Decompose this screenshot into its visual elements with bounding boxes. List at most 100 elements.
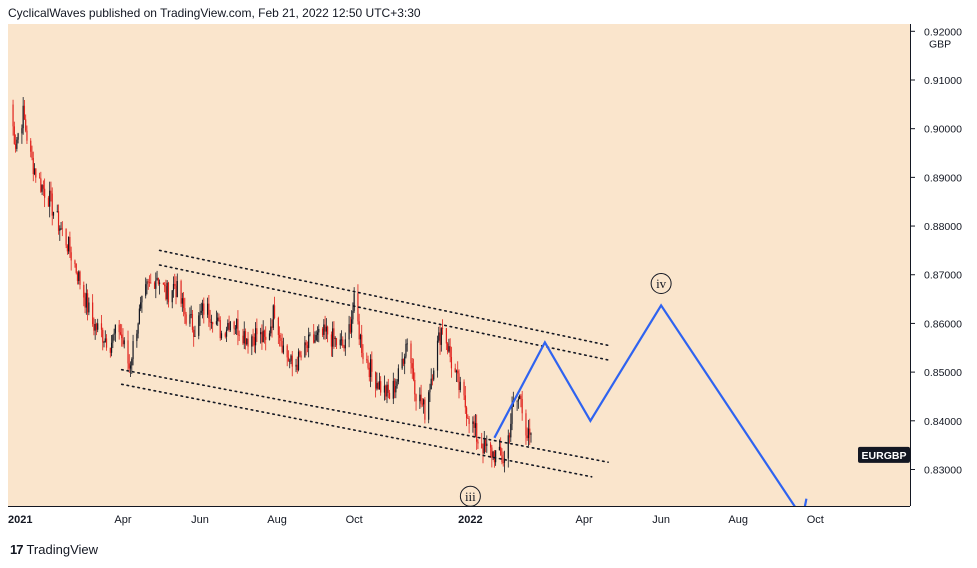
candle-body <box>246 338 248 345</box>
candle-body <box>503 458 506 463</box>
candle-body <box>368 367 370 378</box>
time-axis[interactable]: 2021 Apr Jun Aug Oct 2022 Apr Jun Aug Oct <box>8 506 910 531</box>
candle-body <box>158 282 161 284</box>
candle-body <box>511 406 513 424</box>
candle-body <box>44 188 46 198</box>
candle-body <box>430 378 432 390</box>
candle-body <box>500 446 502 456</box>
candle-body <box>21 128 23 134</box>
candle-body <box>157 277 159 284</box>
candle-body <box>49 190 51 207</box>
candle-body <box>362 352 364 360</box>
candle-body <box>198 315 200 336</box>
candle-body <box>463 381 465 396</box>
candle-body <box>447 343 449 352</box>
chart-plot-area[interactable]: iii iv EURGBP <box>8 24 910 506</box>
candle-body <box>273 305 276 318</box>
candle-body <box>306 345 309 348</box>
candle-body <box>242 335 244 344</box>
candle-body <box>339 339 341 346</box>
candle-body <box>530 433 532 435</box>
candle-body <box>386 384 388 397</box>
candle-body <box>474 423 477 428</box>
candle-body <box>13 126 15 144</box>
candle-body <box>271 326 273 328</box>
candle-body <box>185 314 187 324</box>
candle-body <box>314 340 316 343</box>
candle-body <box>527 428 530 439</box>
candle-body <box>359 334 362 340</box>
candle-body <box>102 329 104 343</box>
candle-body <box>234 328 236 330</box>
candle-body <box>395 385 397 393</box>
candle-body <box>229 321 231 331</box>
price-tick-label: 0.89000 <box>924 172 962 184</box>
candle-body <box>421 403 423 405</box>
candle-body <box>88 302 90 313</box>
candle-body <box>56 211 58 212</box>
candle-body <box>465 407 468 419</box>
candle-body <box>84 297 86 308</box>
time-axis-svg[interactable]: 2021 Apr Jun Aug Oct 2022 Apr Jun Aug Oct <box>8 507 910 531</box>
candle-body <box>85 293 87 308</box>
candle-body <box>282 345 285 353</box>
candle-body <box>220 333 223 339</box>
candle-body <box>385 385 387 397</box>
candle-body <box>476 423 478 442</box>
price-tick-label: 0.83000 <box>924 464 962 476</box>
candle-body <box>252 336 254 338</box>
candle-body <box>330 334 333 347</box>
candle-body <box>141 295 143 303</box>
candle-body <box>119 332 122 335</box>
candle-body <box>467 418 469 419</box>
candle-body <box>215 321 218 325</box>
candle-body <box>332 328 334 347</box>
candle-body <box>459 381 461 390</box>
candle-body <box>378 381 381 390</box>
candle-body <box>30 140 32 152</box>
candle-body <box>25 119 27 131</box>
candle-body <box>323 324 325 335</box>
symbol-badge <box>858 446 910 463</box>
candle-body <box>212 322 214 325</box>
time-tick-label: 2022 <box>458 514 482 526</box>
candle-body <box>279 334 281 338</box>
candle-body <box>277 317 279 335</box>
candle-body <box>171 290 173 303</box>
candle-body <box>75 263 77 273</box>
tradingview-logo-icon: 17 <box>10 542 24 557</box>
candle-body <box>280 337 282 341</box>
candle-body <box>172 283 175 291</box>
time-tick-label: Apr <box>576 514 593 526</box>
candle-body <box>431 378 434 380</box>
candle-body <box>492 451 494 458</box>
price-axis-svg[interactable]: 0.83000 0.84000 0.85000 0.86000 0.87000 0.880… <box>911 24 973 506</box>
candle-body <box>369 359 372 378</box>
candle-body <box>219 320 221 339</box>
candle-body <box>441 328 444 329</box>
candle-body <box>483 438 485 454</box>
channel-line-upper-outer <box>158 249 609 347</box>
candle-body <box>281 340 283 353</box>
candle-body <box>26 130 28 141</box>
time-tick-label: Apr <box>114 514 131 526</box>
wave-label-circle <box>459 485 481 506</box>
candle-body <box>367 360 369 368</box>
candle-body <box>491 447 493 458</box>
candle-body <box>316 332 319 335</box>
candle-body <box>150 282 152 284</box>
candle-body <box>40 178 42 192</box>
candle-body <box>57 211 60 231</box>
candle-body <box>521 398 523 414</box>
candle-body <box>176 281 178 298</box>
candle-body <box>473 421 475 428</box>
candle-body <box>321 328 324 335</box>
currency-unit-label: GBP <box>929 38 951 50</box>
candle-body <box>194 335 196 337</box>
time-tick-label: Jun <box>191 514 209 526</box>
price-axis[interactable]: 0.83000 0.84000 0.85000 0.86000 0.87000 0.880… <box>910 24 973 506</box>
time-tick-label: Aug <box>728 514 748 526</box>
footer-brand[interactable]: 17 TradingView <box>10 542 98 557</box>
candle-body <box>300 355 302 358</box>
chart-plot-svg[interactable]: iii iv EURGBP <box>8 24 910 506</box>
